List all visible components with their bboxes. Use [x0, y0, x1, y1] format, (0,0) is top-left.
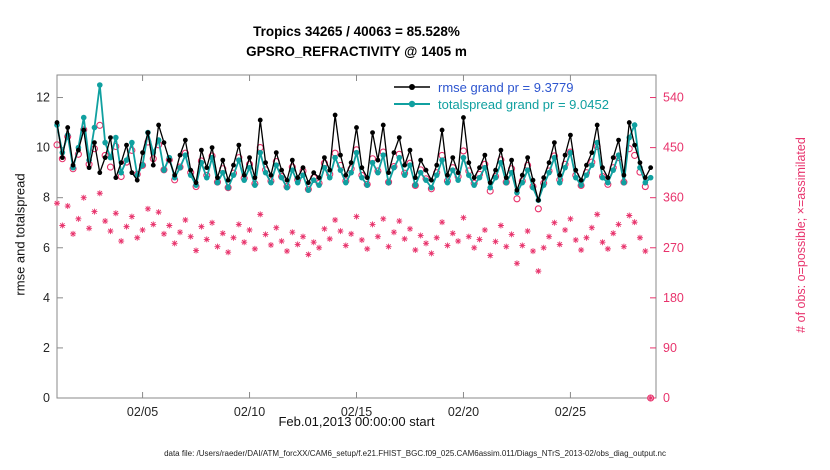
right-axis-ticks: 0 90 180 270 360 450 540 [650, 91, 684, 405]
rmse-line-sample-icon [394, 84, 430, 90]
legend: rmse grand pr = 9.3779 totalspread grand… [393, 79, 609, 112]
plot-box [56, 74, 657, 399]
svg-text:02/25: 02/25 [555, 405, 586, 419]
plot-title-ratio: Tropics 34265 / 40063 = 85.528% [253, 24, 460, 39]
left-axis-label: rmse and totalspread [12, 173, 28, 296]
legend-entry-rmse: rmse grand pr = 9.3779 [393, 79, 609, 95]
svg-text:90: 90 [663, 341, 677, 355]
obs-assimilated-markers [54, 190, 654, 401]
svg-text:180: 180 [663, 291, 684, 305]
svg-text:02/15: 02/15 [341, 405, 372, 419]
svg-text:8: 8 [43, 191, 50, 205]
svg-text:0: 0 [663, 391, 670, 405]
svg-text:4: 4 [43, 291, 50, 305]
svg-text:02/05: 02/05 [127, 405, 158, 419]
svg-text:450: 450 [663, 141, 684, 155]
svg-text:540: 540 [663, 91, 684, 105]
series-totalspread [54, 82, 654, 203]
svg-text:12: 12 [36, 91, 50, 105]
svg-text:270: 270 [663, 241, 684, 255]
series-rmse [54, 112, 654, 203]
right-axis-label: # of obs: o=possible; ×=assimilated [794, 137, 808, 333]
svg-text:10: 10 [36, 141, 50, 155]
legend-label-totalspread: totalspread grand pr = 9.0452 [438, 96, 609, 112]
svg-text:0: 0 [43, 391, 50, 405]
plot-title-obstype: GPSRO_REFRACTIVITY @ 1405 m [246, 44, 467, 59]
svg-text:6: 6 [43, 241, 50, 255]
x-axis-label: Feb.01,2013 00:00:00 start [278, 414, 435, 429]
svg-text:2: 2 [43, 341, 50, 355]
x-axis-ticks: 02/05 02/10 02/15 02/20 02/25 [127, 75, 586, 419]
svg-text:02/20: 02/20 [448, 405, 479, 419]
data-file-caption: data file: /Users/raeder/DAI/ATM_forcXX/… [164, 449, 666, 458]
legend-entry-totalspread: totalspread grand pr = 9.0452 [393, 96, 609, 112]
totalspread-line-sample-icon [394, 100, 430, 108]
svg-text:360: 360 [663, 191, 684, 205]
left-axis-ticks: 0 2 4 6 8 10 12 [36, 91, 63, 405]
legend-label-rmse: rmse grand pr = 9.3779 [438, 79, 574, 95]
svg-text:02/10: 02/10 [234, 405, 265, 419]
